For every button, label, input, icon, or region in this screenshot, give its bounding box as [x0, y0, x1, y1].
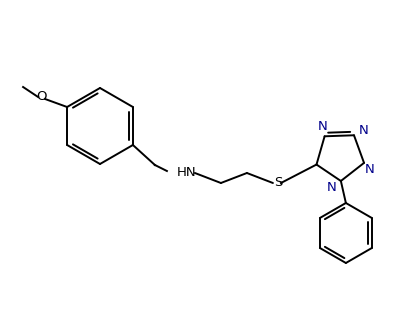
Text: S: S [274, 176, 282, 190]
Text: HN: HN [177, 167, 196, 179]
Text: N: N [318, 120, 327, 133]
Text: N: N [327, 181, 337, 195]
Text: O: O [36, 90, 46, 103]
Text: N: N [365, 163, 375, 176]
Text: N: N [359, 124, 369, 137]
